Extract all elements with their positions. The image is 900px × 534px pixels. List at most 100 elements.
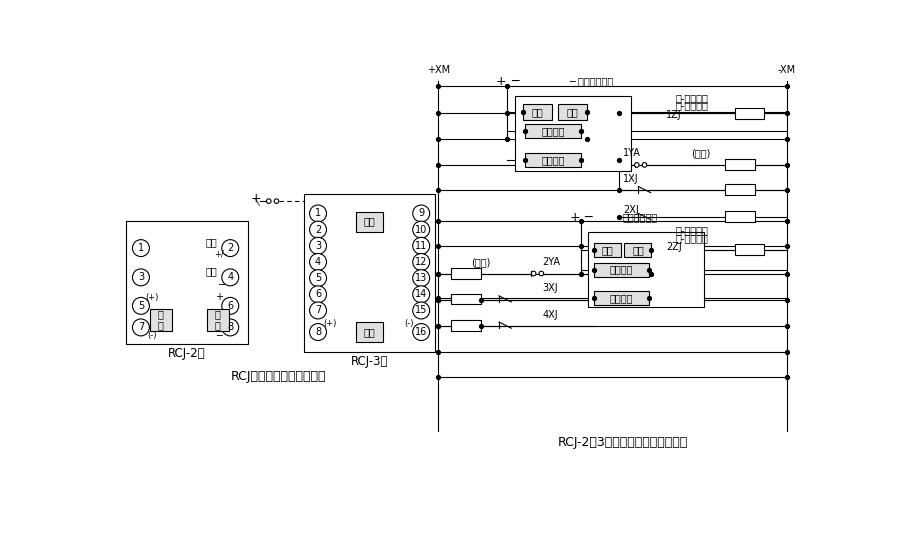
Text: 11: 11 bbox=[415, 241, 428, 251]
Text: 4XJ: 4XJ bbox=[542, 310, 558, 320]
Bar bbox=[594, 291, 649, 305]
Text: 复归: 复归 bbox=[532, 107, 544, 117]
Bar bbox=[207, 309, 229, 331]
Circle shape bbox=[413, 270, 429, 287]
Text: (-): (-) bbox=[404, 319, 414, 328]
Circle shape bbox=[132, 269, 149, 286]
Bar bbox=[523, 104, 552, 120]
Circle shape bbox=[413, 237, 429, 254]
Bar bbox=[725, 184, 754, 195]
Text: ─: ─ bbox=[585, 211, 592, 224]
Text: 7: 7 bbox=[315, 305, 321, 316]
Text: ─: ─ bbox=[217, 331, 222, 341]
Text: 6: 6 bbox=[227, 301, 233, 311]
Bar bbox=[451, 268, 481, 279]
Text: 8: 8 bbox=[227, 323, 233, 333]
Circle shape bbox=[310, 286, 327, 303]
Text: RCJ-2型: RCJ-2型 bbox=[168, 347, 206, 360]
Bar bbox=[356, 322, 383, 342]
Text: 电
源: 电 源 bbox=[215, 309, 220, 331]
Text: 保持: 保持 bbox=[632, 245, 644, 255]
Bar bbox=[594, 263, 649, 277]
Text: 5: 5 bbox=[138, 301, 144, 311]
Text: 15: 15 bbox=[415, 305, 428, 316]
Text: +: + bbox=[215, 293, 223, 302]
Text: 保持: 保持 bbox=[566, 107, 578, 117]
Text: 保持: 保持 bbox=[205, 266, 217, 276]
Text: (试验): (试验) bbox=[471, 257, 491, 267]
Text: 电源: 电源 bbox=[364, 217, 375, 226]
Circle shape bbox=[310, 302, 327, 319]
Text: 1: 1 bbox=[138, 243, 144, 253]
Circle shape bbox=[413, 286, 429, 303]
Text: 断-自动复归: 断-自动复归 bbox=[675, 101, 708, 111]
Circle shape bbox=[310, 221, 327, 238]
Text: 启动回路: 启动回路 bbox=[609, 293, 634, 303]
Text: 2: 2 bbox=[315, 225, 321, 234]
Text: 1: 1 bbox=[315, 208, 321, 218]
Circle shape bbox=[132, 240, 149, 256]
Bar bbox=[150, 309, 172, 331]
Text: 复归: 复归 bbox=[601, 245, 613, 255]
Text: 12: 12 bbox=[415, 257, 428, 267]
Circle shape bbox=[310, 324, 327, 341]
Text: 2ZJ: 2ZJ bbox=[666, 242, 682, 253]
Text: 9: 9 bbox=[418, 208, 424, 218]
Text: -XM: -XM bbox=[778, 65, 796, 75]
Text: 启
动: 启 动 bbox=[158, 309, 164, 331]
Text: 1ZJ: 1ZJ bbox=[666, 110, 681, 120]
Text: 断-自动复归: 断-自动复归 bbox=[675, 233, 708, 243]
Text: 14: 14 bbox=[415, 289, 428, 300]
Text: 电源回路: 电源回路 bbox=[609, 265, 634, 274]
Circle shape bbox=[310, 270, 327, 287]
Circle shape bbox=[221, 319, 239, 336]
Text: ─: ─ bbox=[218, 280, 224, 290]
Circle shape bbox=[310, 205, 327, 222]
Text: RCJ-3型: RCJ-3型 bbox=[351, 355, 389, 368]
Text: ─: ─ bbox=[511, 75, 519, 88]
Circle shape bbox=[413, 254, 429, 270]
Bar bbox=[526, 153, 581, 167]
Text: 5: 5 bbox=[315, 273, 321, 283]
Text: 8: 8 bbox=[315, 327, 321, 337]
Text: 复归: 复归 bbox=[205, 237, 217, 247]
Bar bbox=[725, 211, 754, 222]
Text: +: + bbox=[250, 192, 261, 205]
Text: +XM: +XM bbox=[427, 65, 450, 75]
Bar bbox=[451, 320, 481, 331]
Text: 2: 2 bbox=[227, 243, 233, 253]
Text: +/-: +/- bbox=[214, 250, 228, 259]
Bar bbox=[725, 159, 754, 170]
Bar bbox=[304, 194, 435, 352]
Circle shape bbox=[413, 221, 429, 238]
Text: 3XJ: 3XJ bbox=[542, 283, 558, 293]
Circle shape bbox=[221, 240, 239, 256]
Circle shape bbox=[413, 205, 429, 222]
Circle shape bbox=[539, 271, 544, 276]
Text: (-): (-) bbox=[147, 332, 157, 340]
Text: 1XJ: 1XJ bbox=[623, 174, 639, 184]
Text: 启动回路: 启动回路 bbox=[541, 155, 564, 166]
Text: 7: 7 bbox=[138, 323, 144, 333]
Circle shape bbox=[310, 254, 327, 270]
Bar bbox=[557, 104, 587, 120]
Text: 1YA: 1YA bbox=[623, 148, 641, 159]
Circle shape bbox=[643, 163, 647, 167]
Text: 2XJ: 2XJ bbox=[623, 205, 639, 215]
Bar bbox=[126, 221, 248, 344]
Circle shape bbox=[132, 319, 149, 336]
Text: RCJ系列沖擊繼電器接線圖: RCJ系列沖擊繼電器接線圖 bbox=[230, 370, 326, 383]
Bar bbox=[526, 124, 581, 138]
Bar bbox=[589, 232, 704, 308]
Circle shape bbox=[221, 297, 239, 315]
Bar bbox=[734, 108, 764, 119]
Bar bbox=[734, 244, 764, 255]
Bar bbox=[451, 294, 481, 304]
Circle shape bbox=[266, 199, 271, 203]
Text: 3: 3 bbox=[315, 241, 321, 251]
Bar bbox=[625, 243, 652, 257]
Circle shape bbox=[413, 302, 429, 319]
Text: 通-保持状态: 通-保持状态 bbox=[675, 225, 708, 235]
Text: +: + bbox=[569, 211, 580, 224]
Text: 通-保持状态: 通-保持状态 bbox=[675, 93, 708, 103]
